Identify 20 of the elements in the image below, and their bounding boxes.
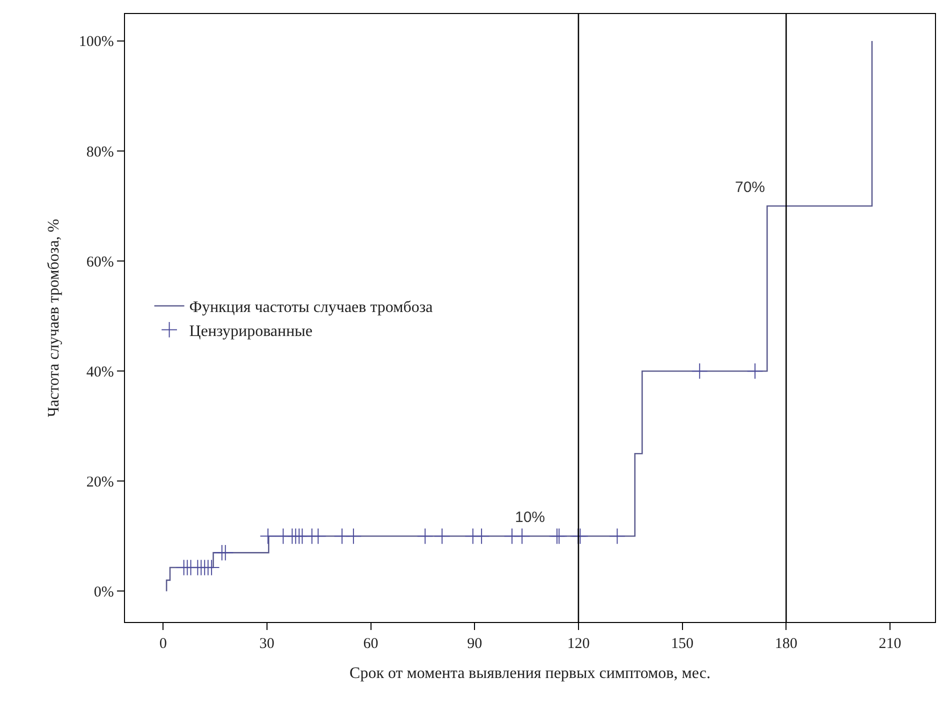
legend-label: Функция частоты случаев тромбоза <box>189 299 433 316</box>
annotation: 70% <box>735 179 766 196</box>
y-tick-label: 60% <box>86 254 114 270</box>
annotation: 10% <box>515 509 546 526</box>
y-tick-label: 40% <box>86 364 114 380</box>
y-tick-label: 0% <box>94 584 114 600</box>
x-axis-title: Срок от момента выявления первых симптомов, мес. <box>350 664 710 682</box>
x-tick-label: 120 <box>567 636 590 652</box>
y-axis-title: Частота случаев тромбоза, % <box>46 218 63 418</box>
x-tick-label: 90 <box>467 636 482 652</box>
x-tick-label: 210 <box>878 636 902 652</box>
y-tick-label: 20% <box>86 474 114 490</box>
x-tick-label: 60 <box>363 636 378 652</box>
x-tick-label: 30 <box>259 636 274 652</box>
y-tick-label: 100% <box>78 34 114 50</box>
x-tick-label: 0 <box>159 636 167 652</box>
x-tick-label: 180 <box>774 636 798 652</box>
y-tick-label: 80% <box>86 144 114 160</box>
x-tick-label: 150 <box>671 636 694 652</box>
legend-label: Цензурированные <box>189 322 312 340</box>
